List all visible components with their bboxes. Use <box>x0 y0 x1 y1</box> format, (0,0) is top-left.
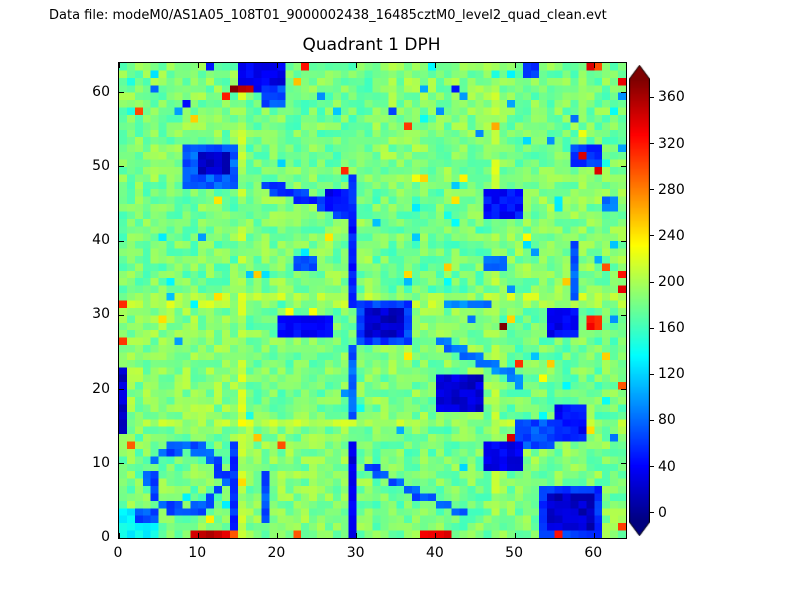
x-tick-label: 50 <box>505 545 524 561</box>
colorbar-tick-label: 160 <box>658 320 685 337</box>
colorbar-tick-label: 240 <box>658 227 685 244</box>
datafile-label: Data file: modeM0/AS1A05_108T01_90000024… <box>49 8 607 23</box>
tick-mark <box>197 533 199 538</box>
y-tick-label: 30 <box>92 306 110 323</box>
colorbar <box>629 65 650 536</box>
tick-mark <box>119 92 124 94</box>
colorbar-tick-mark <box>650 281 654 283</box>
colorbar-tick-mark <box>650 466 654 468</box>
tick-mark <box>621 166 626 168</box>
tick-mark <box>197 63 199 68</box>
x-tick-label: 20 <box>267 545 286 561</box>
tick-mark <box>593 533 595 538</box>
tick-mark <box>276 63 278 68</box>
tick-mark <box>119 314 124 316</box>
colorbar-tick-label: 120 <box>658 366 685 383</box>
colorbar-tick-mark <box>650 327 654 329</box>
x-tick-label: 0 <box>113 545 123 561</box>
tick-mark <box>119 463 124 465</box>
x-tick-label: 60 <box>584 545 603 561</box>
colorbar-tick-mark <box>650 96 654 98</box>
tick-mark <box>119 240 124 242</box>
tick-mark <box>621 92 626 94</box>
colorbar-tick-mark <box>650 512 654 514</box>
tick-mark <box>118 533 120 538</box>
tick-mark <box>356 533 358 538</box>
colorbar-tick-label: 80 <box>658 412 676 429</box>
tick-mark <box>593 63 595 68</box>
tick-mark <box>621 537 626 539</box>
tick-mark <box>118 63 120 68</box>
colorbar-tick-label: 320 <box>658 135 685 152</box>
y-tick-label: 40 <box>92 232 110 249</box>
x-tick-label: 30 <box>346 545 365 561</box>
y-tick-label: 60 <box>92 83 110 100</box>
colorbar-tick-mark <box>650 189 654 191</box>
colorbar-tick-mark <box>650 373 654 375</box>
y-tick-label: 50 <box>92 157 110 174</box>
y-tick-label: 0 <box>101 529 110 545</box>
tick-mark <box>356 63 358 68</box>
tick-mark <box>435 63 437 68</box>
tick-mark <box>514 533 516 538</box>
tick-mark <box>119 389 124 391</box>
tick-mark <box>514 63 516 68</box>
x-tick-label: 40 <box>425 545 444 561</box>
y-tick-label: 20 <box>92 380 110 397</box>
colorbar-tick-mark <box>650 419 654 421</box>
tick-mark <box>119 166 124 168</box>
colorbar-tick-label: 0 <box>658 504 667 521</box>
tick-mark <box>119 537 124 539</box>
tick-mark <box>276 533 278 538</box>
colorbar-tick-label: 280 <box>658 181 685 198</box>
y-tick-label: 10 <box>92 454 110 471</box>
tick-mark <box>621 314 626 316</box>
colorbar-tick-mark <box>650 235 654 237</box>
tick-mark <box>621 240 626 242</box>
heatmap-plot-area <box>118 62 627 539</box>
x-tick-label: 10 <box>188 545 207 561</box>
tick-mark <box>435 533 437 538</box>
chart-title: Quadrant 1 DPH <box>302 35 441 55</box>
tick-mark <box>621 463 626 465</box>
colorbar-tick-label: 40 <box>658 458 676 475</box>
colorbar-tick-label: 200 <box>658 274 685 291</box>
colorbar-tick-mark <box>650 143 654 145</box>
heatmap-canvas <box>119 63 626 538</box>
colorbar-tick-label: 360 <box>658 89 685 106</box>
tick-mark <box>621 389 626 391</box>
